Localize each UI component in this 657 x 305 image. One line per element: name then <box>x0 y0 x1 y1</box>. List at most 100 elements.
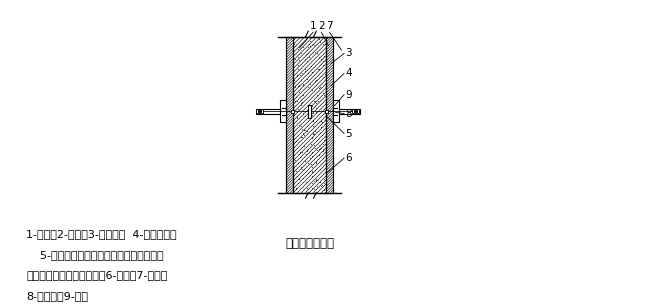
Point <box>306 169 317 174</box>
Point <box>297 150 307 155</box>
Point <box>294 155 305 160</box>
Point <box>290 169 301 174</box>
Point <box>308 111 319 116</box>
Point <box>307 119 318 124</box>
Point <box>290 139 301 144</box>
Point <box>293 46 304 51</box>
Text: 9: 9 <box>345 90 352 100</box>
Point <box>298 175 309 180</box>
Point <box>292 160 303 165</box>
Point <box>313 99 323 103</box>
Bar <box>352 109 354 113</box>
Point <box>294 57 304 62</box>
Point <box>318 59 328 63</box>
Point <box>309 99 319 104</box>
Point <box>289 41 300 46</box>
Point <box>309 132 319 137</box>
Point <box>307 174 317 179</box>
Point <box>309 128 320 133</box>
Point <box>314 86 325 91</box>
Point <box>311 177 321 182</box>
Point <box>294 176 304 181</box>
Point <box>318 146 328 151</box>
Point <box>300 114 311 119</box>
Point <box>304 41 314 46</box>
Point <box>308 49 319 54</box>
Point <box>311 50 322 55</box>
Point <box>316 57 327 62</box>
Point <box>293 63 304 68</box>
Text: 1-池壁；2-模板；3-止水板；  4-对拉螺栓；: 1-池壁；2-模板；3-止水板； 4-对拉螺栓； <box>26 229 177 239</box>
Text: 7: 7 <box>327 21 333 31</box>
Point <box>290 43 300 48</box>
Point <box>299 132 309 137</box>
Point <box>302 59 312 63</box>
Point <box>313 152 324 157</box>
Point <box>311 148 322 152</box>
Bar <box>261 109 263 113</box>
Point <box>315 130 325 135</box>
Point <box>290 187 301 192</box>
Point <box>296 101 307 106</box>
Bar <box>256 109 280 114</box>
Point <box>296 99 307 104</box>
Bar <box>308 105 311 118</box>
Point <box>308 118 319 123</box>
Point <box>316 124 327 129</box>
Point <box>319 181 329 185</box>
Bar <box>293 37 327 192</box>
Point <box>307 169 318 174</box>
Point <box>316 184 327 188</box>
Point <box>302 85 313 90</box>
Point <box>306 136 317 141</box>
Point <box>298 45 308 49</box>
Bar <box>256 109 258 113</box>
Point <box>291 186 302 191</box>
Point <box>302 160 313 165</box>
Point <box>289 78 300 83</box>
Text: 3: 3 <box>345 48 352 59</box>
Point <box>312 184 323 189</box>
Point <box>289 157 300 162</box>
Point <box>302 118 313 123</box>
Text: 4: 4 <box>345 69 352 78</box>
Bar <box>355 109 356 113</box>
Point <box>319 92 330 97</box>
Point <box>300 56 311 61</box>
Point <box>302 171 313 176</box>
Point <box>303 147 313 152</box>
Point <box>307 165 317 170</box>
Point <box>301 151 311 156</box>
Point <box>317 149 328 153</box>
Point <box>302 149 313 154</box>
Point <box>306 156 316 161</box>
Text: 6: 6 <box>345 153 352 163</box>
Point <box>311 106 322 110</box>
Text: 8: 8 <box>345 109 352 119</box>
Point <box>319 39 330 44</box>
Point <box>300 68 311 73</box>
Point <box>298 131 308 135</box>
Point <box>310 99 321 104</box>
Point <box>300 159 311 164</box>
Point <box>309 104 319 109</box>
Point <box>310 187 321 192</box>
Point <box>313 156 323 161</box>
Point <box>306 141 317 146</box>
Point <box>319 187 329 192</box>
Point <box>295 73 306 78</box>
Point <box>315 179 325 184</box>
Point <box>307 70 318 74</box>
Point <box>295 102 306 107</box>
Point <box>318 91 328 96</box>
Point <box>307 113 317 117</box>
Point <box>315 84 326 89</box>
Point <box>307 41 318 46</box>
Point <box>315 40 325 45</box>
Point <box>297 134 307 139</box>
Point <box>309 187 320 192</box>
Point <box>313 66 324 71</box>
Point <box>292 116 302 120</box>
Point <box>294 152 304 157</box>
Point <box>292 55 303 59</box>
